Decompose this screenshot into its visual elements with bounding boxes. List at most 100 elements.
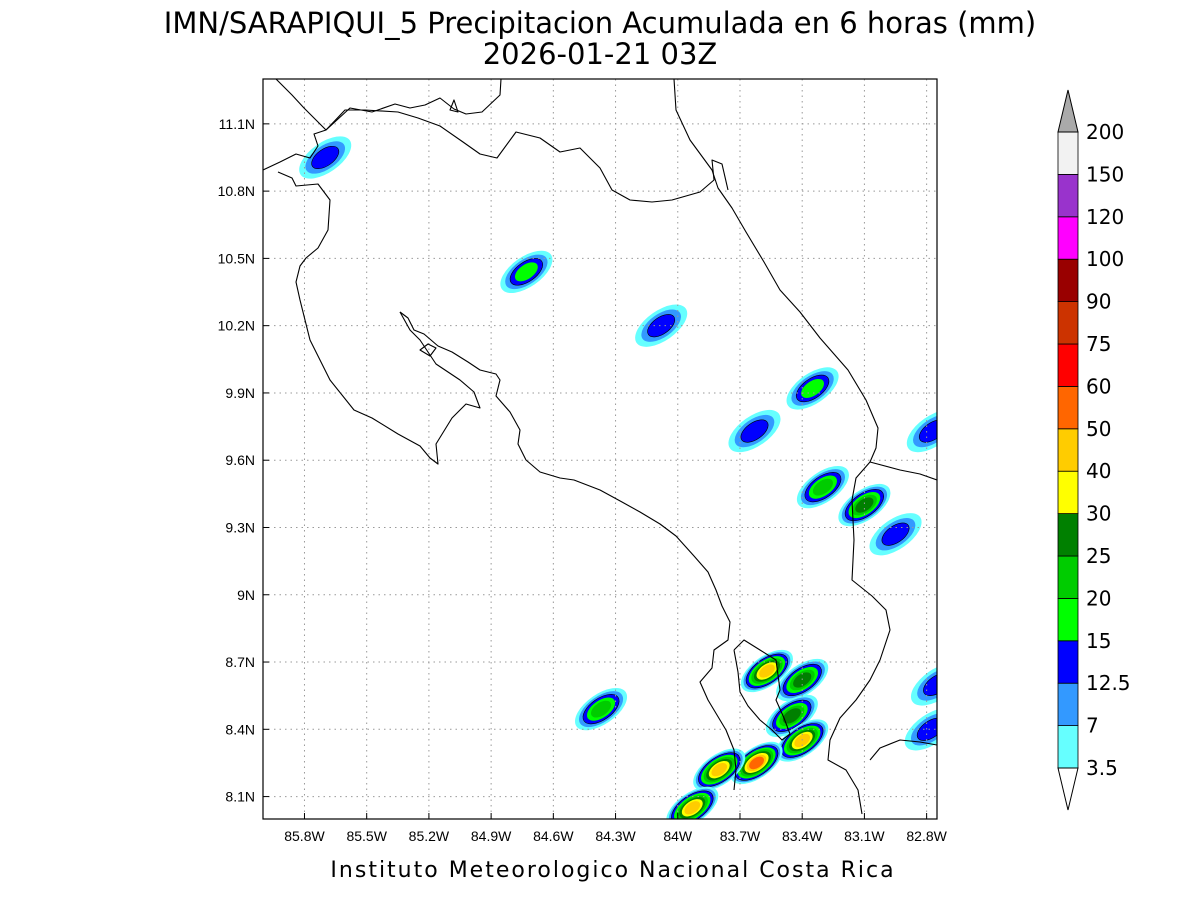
lat-tick-label: 8.4N xyxy=(225,721,255,737)
rain-contour-20 xyxy=(812,478,834,496)
colorbar-box-20 xyxy=(1057,555,1079,599)
lon-tick-label: 85.2W xyxy=(409,828,450,844)
lake-nicaragua-shore xyxy=(275,79,502,131)
island-calero xyxy=(449,99,459,113)
rain-contour-12.5 xyxy=(311,145,340,170)
rain-cell xyxy=(796,465,849,509)
colorbar-box-90 xyxy=(1057,258,1079,303)
colorbar-label: 120 xyxy=(1086,205,1124,229)
lat-tick-label: 8.7N xyxy=(225,654,255,670)
lon-tick-label: 83.7W xyxy=(720,828,761,844)
colorbar-box-50 xyxy=(1057,385,1079,430)
rain-contour-40 xyxy=(794,733,811,748)
colorbar-label: 3.5 xyxy=(1086,756,1118,780)
axis-ticks: 85.8W 85.5W 85.2W 84.9W 84.6W 84.3W 84W 83.7W 83… xyxy=(218,116,948,844)
lat-tick-label: 9.3N xyxy=(225,519,255,535)
lon-tick-label: 84.3W xyxy=(595,828,636,844)
colorbar-label: 7 xyxy=(1086,714,1099,738)
lon-tick-label: 82.8W xyxy=(906,828,947,844)
colorbar-box-100 xyxy=(1057,216,1079,260)
lat-tick-label: 10.5N xyxy=(218,250,255,266)
rain-cell xyxy=(904,708,937,751)
rain-contour-20 xyxy=(590,700,612,718)
rain-cell xyxy=(838,483,891,527)
lon-tick-label: 85.8W xyxy=(284,828,325,844)
rain-cell xyxy=(728,409,781,453)
colorbar-box-12.5 xyxy=(1057,640,1079,684)
lat-tick-label: 11.1N xyxy=(219,116,255,132)
rain-contour-50 xyxy=(749,756,764,770)
island-chira xyxy=(419,343,437,357)
colorbar-box-25 xyxy=(1057,513,1079,557)
osa-peninsula xyxy=(733,639,791,741)
rain-contour-40 xyxy=(711,763,728,777)
colorbar-label: 25 xyxy=(1086,544,1111,568)
rain-cell xyxy=(635,304,688,347)
colorbar-label: 15 xyxy=(1086,629,1111,653)
precipitation-layer xyxy=(299,136,937,819)
colorbar-label: 20 xyxy=(1086,586,1111,610)
colorbar-label: 60 xyxy=(1086,374,1111,398)
colorbar-box-60 xyxy=(1057,343,1079,387)
colorbar-box-120 xyxy=(1057,173,1079,218)
colorbar-box-15 xyxy=(1057,598,1079,642)
map-title-line2: 2026-01-21 03Z xyxy=(483,37,718,71)
rain-contour-40 xyxy=(684,801,701,815)
rain-cell xyxy=(500,250,553,293)
colorbar-label: 50 xyxy=(1086,417,1111,441)
credit-text: Instituto Meteorologico Nacional Costa R… xyxy=(330,858,895,883)
rain-contour-12.5 xyxy=(918,419,937,443)
colorbar-label: 75 xyxy=(1086,332,1111,356)
colorbar-label: 30 xyxy=(1086,502,1111,526)
colorbar-box-30 xyxy=(1057,470,1079,515)
colorbar-box-7 xyxy=(1057,682,1079,727)
colorbar-label: 12.5 xyxy=(1086,671,1131,695)
colorbar: 3.5 7 12.5 15 20 25 30 40 50 60 75 90 100 120 150 200 xyxy=(1057,89,1131,811)
rain-contour-25 xyxy=(855,497,874,513)
colorbar-label: 90 xyxy=(1086,290,1111,314)
lat-tick-label: 9.6N xyxy=(225,452,255,468)
rain-cell xyxy=(786,367,839,410)
rain-contour-12.5 xyxy=(923,672,937,696)
colorbar-box-40 xyxy=(1057,428,1079,472)
map-panel: 85.8W 85.5W 85.2W 84.9W 84.6W 84.3W 84W 83.7W 83… xyxy=(218,78,948,844)
lon-tick-label: 84.6W xyxy=(533,828,574,844)
lon-tick-label: 84.9W xyxy=(471,828,512,844)
colorbar-label: 100 xyxy=(1086,247,1124,271)
graticule xyxy=(263,79,937,819)
rain-contour-15 xyxy=(514,262,538,282)
rain-cell xyxy=(299,136,352,179)
colorbar-label: 150 xyxy=(1086,162,1124,186)
colorbar-label: 40 xyxy=(1086,459,1111,483)
nicaragua-border xyxy=(325,109,729,203)
lat-tick-label: 8.1N xyxy=(225,789,255,805)
lat-tick-label: 10.2N xyxy=(218,318,255,334)
rain-cell xyxy=(666,786,719,819)
rain-cell xyxy=(765,694,818,737)
rain-cell xyxy=(776,719,829,762)
rain-contour-25 xyxy=(782,708,801,724)
colorbar-label: 200 xyxy=(1086,120,1124,144)
rain-cell xyxy=(693,748,746,791)
rain-contour-12.5 xyxy=(916,717,937,741)
rain-cell xyxy=(730,741,783,785)
rain-contour-12.5 xyxy=(647,314,676,338)
coastlines-and-borders xyxy=(263,79,937,815)
lat-tick-label: 9N xyxy=(237,587,255,603)
colorbar-box-150 xyxy=(1057,131,1079,175)
lon-tick-label: 83.1W xyxy=(844,828,885,844)
rain-contour-15 xyxy=(801,378,825,398)
colorbar-box-3.5 xyxy=(1057,725,1079,769)
rain-cell xyxy=(906,409,937,453)
colorbar-over-triangle xyxy=(1057,89,1079,133)
map-title-line1: IMN/SARAPIQUI_5 Precipitacion Acumulada … xyxy=(164,6,1036,40)
lon-tick-label: 84W xyxy=(663,828,693,844)
pacific-coastline-north xyxy=(263,129,481,465)
pacific-coastline-central xyxy=(399,311,737,791)
panama-border xyxy=(827,461,937,815)
map-frame xyxy=(262,78,938,820)
lat-tick-label: 9.9N xyxy=(225,385,255,401)
colorbar-under-triangle xyxy=(1057,767,1079,811)
colorbar-box-75 xyxy=(1057,301,1079,345)
